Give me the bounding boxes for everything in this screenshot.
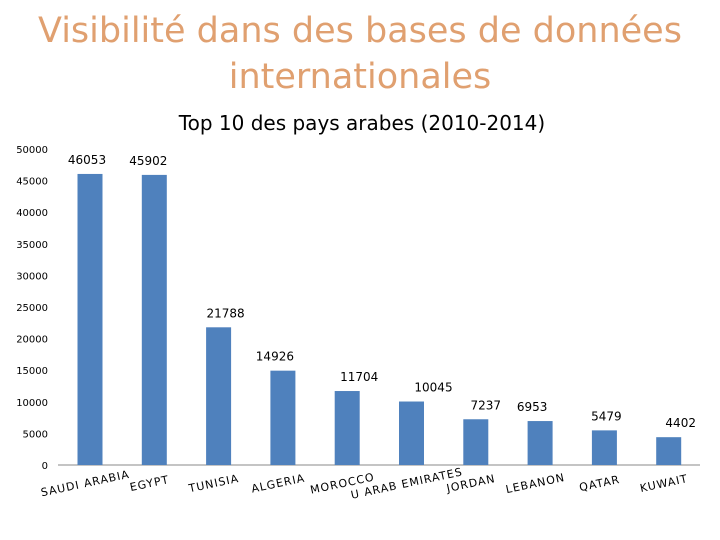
bar	[656, 437, 682, 465]
y-tick-label: 30000	[16, 271, 48, 282]
bars-group	[77, 173, 682, 465]
data-label: 10045	[414, 381, 452, 395]
y-axis-ticks: 0 5000 10000 15000 20000 25000 30000 35000 40000…	[16, 145, 48, 472]
bar	[334, 391, 360, 465]
data-label: 4402	[665, 416, 696, 430]
data-label: 21788	[207, 306, 245, 320]
bar	[527, 421, 553, 465]
slide-title: Visibilité dans des bases de données int…	[38, 11, 682, 97]
category-label: TUNISIA	[187, 472, 241, 496]
y-tick-label: 50000	[16, 145, 48, 156]
y-tick-label: 25000	[16, 303, 48, 314]
y-tick-label: 45000	[16, 177, 48, 188]
bar	[591, 430, 617, 465]
category-label: ALGERIA	[250, 472, 306, 496]
data-label: 7237	[471, 398, 502, 412]
bar	[270, 370, 296, 465]
value-labels-group: 46053 45902 21788 14926 11704 10045 7237 6953 54…	[68, 153, 696, 430]
bar	[77, 173, 103, 465]
y-tick-label: 10000	[16, 398, 48, 409]
category-label: EGYPT	[129, 473, 171, 494]
category-label: LEBANON	[505, 471, 567, 496]
data-label: 5479	[591, 409, 622, 423]
y-tick-label: 15000	[16, 366, 48, 377]
y-tick-label: 5000	[23, 429, 48, 440]
bar	[399, 401, 424, 465]
data-label: 6953	[517, 400, 548, 414]
bar	[463, 419, 489, 465]
y-tick-label: 40000	[16, 208, 48, 219]
data-label: 46053	[68, 153, 106, 167]
category-label: SAUDI ARABIA	[40, 468, 131, 500]
y-tick-label: 20000	[16, 335, 48, 346]
data-label: 45902	[129, 154, 167, 168]
bar	[206, 327, 232, 465]
category-label: QATAR	[578, 473, 621, 494]
data-label: 11704	[340, 370, 378, 384]
data-label: 14926	[256, 350, 294, 364]
y-tick-label: 0	[42, 461, 48, 472]
category-label: KUWAIT	[639, 472, 689, 495]
bar	[141, 174, 167, 465]
y-tick-label: 35000	[16, 240, 48, 251]
chart-title: Top 10 des pays arabes (2010-2014)	[178, 111, 545, 135]
